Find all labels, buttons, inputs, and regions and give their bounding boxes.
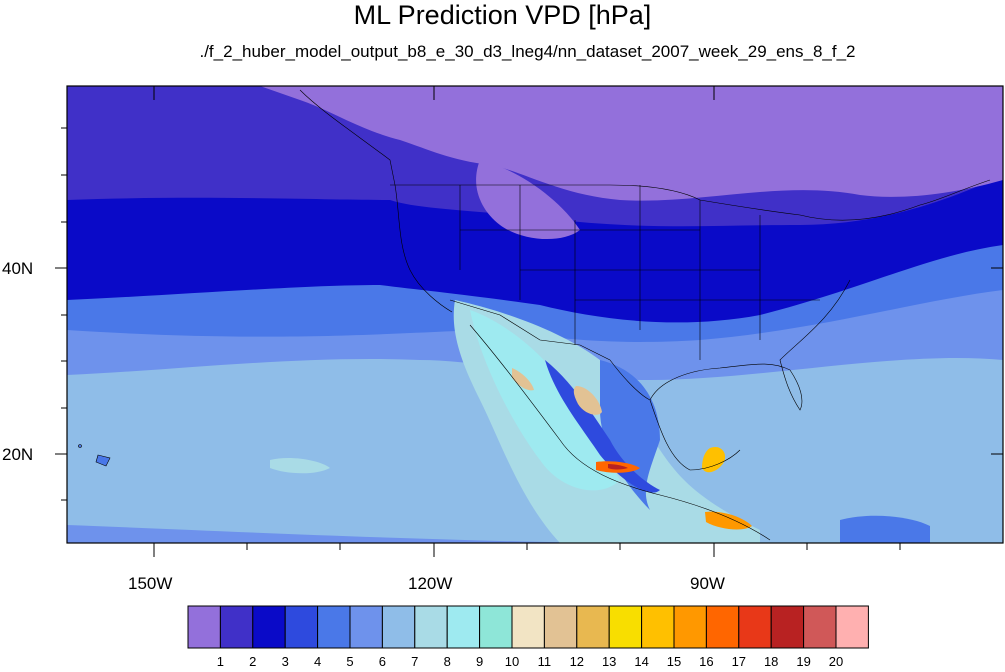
colorbar-label: 2 bbox=[249, 654, 257, 669]
boundaries bbox=[299, 89, 991, 541]
colorbar-box bbox=[543, 605, 578, 649]
vpd-region-gulf-coast bbox=[600, 360, 660, 510]
colorbar-label: 17 bbox=[731, 654, 747, 669]
x-tick-120w: 120W bbox=[408, 574, 453, 593]
tick-marks bbox=[55, 86, 1003, 557]
colorbar-box bbox=[381, 605, 416, 649]
colorbar-label: 14 bbox=[634, 654, 649, 669]
colorbar-label: 15 bbox=[666, 654, 682, 669]
vpd-region-baja bbox=[512, 368, 534, 391]
hawaii-islet bbox=[78, 444, 82, 448]
map-field bbox=[67, 86, 1003, 543]
colorbar-label: 18 bbox=[763, 654, 779, 669]
colorbar bbox=[187, 605, 869, 649]
colorbar-box bbox=[219, 605, 254, 649]
colorbar-label: 1 bbox=[216, 654, 224, 669]
colorbar-box bbox=[770, 605, 805, 649]
colorbar-label: 19 bbox=[796, 654, 811, 669]
colorbar-box bbox=[576, 605, 610, 649]
colorbar-label: 10 bbox=[504, 654, 520, 669]
colorbar-box bbox=[252, 605, 286, 649]
vpd-region-caribbean-blue bbox=[840, 515, 930, 543]
colorbar-box bbox=[835, 605, 869, 649]
vpd-region-central-mexico bbox=[573, 386, 602, 415]
colorbar-label: 12 bbox=[569, 654, 585, 669]
colorbar-label: 20 bbox=[828, 654, 844, 669]
state-lines bbox=[459, 185, 820, 360]
colorbar-label: 3 bbox=[281, 654, 289, 669]
vpd-region-north bbox=[260, 86, 1003, 201]
vpd-region-pacific-patch bbox=[270, 457, 330, 474]
us-mexico-border bbox=[449, 299, 651, 401]
mexico-gulf-coast bbox=[649, 399, 741, 471]
colorbar-box bbox=[349, 605, 383, 649]
colorbar-box bbox=[187, 605, 221, 649]
us-west-coast bbox=[394, 184, 453, 313]
colorbar-box bbox=[705, 605, 740, 649]
colorbar-box bbox=[803, 605, 837, 649]
colorbar-box bbox=[673, 605, 707, 649]
vpd-region-hotspot-west-core bbox=[608, 464, 628, 470]
colorbar-box bbox=[317, 605, 351, 649]
plot-title: ML Prediction VPD [hPa] bbox=[353, 0, 652, 30]
colorbar-label: 11 bbox=[537, 654, 552, 669]
y-tick-40n: 40N bbox=[2, 259, 34, 278]
vpd-region-south-edge bbox=[67, 525, 600, 543]
colorbar-box bbox=[284, 605, 319, 649]
y-tick-20n: 20N bbox=[2, 445, 34, 464]
colorbar-label: 6 bbox=[378, 654, 386, 669]
canada-coast bbox=[299, 89, 396, 186]
vpd-region-mexico-interior bbox=[470, 310, 620, 491]
colorbar-label: 7 bbox=[411, 654, 419, 669]
colorbar-label: 9 bbox=[475, 654, 484, 669]
mexico-coast bbox=[469, 324, 771, 541]
colorbar-label: 5 bbox=[346, 654, 354, 669]
vpd-region-plains bbox=[476, 160, 580, 240]
colorbar-box bbox=[414, 605, 448, 649]
vpd-region-yucatan-hotspot bbox=[702, 446, 726, 473]
colorbar-label: 13 bbox=[601, 654, 617, 669]
colorbar-box bbox=[511, 605, 545, 649]
plot-subtitle: ./f_2_huber_model_output_b8_e_30_d3_lneg… bbox=[199, 42, 856, 61]
colorbar-box bbox=[738, 605, 772, 649]
colorbar-label: 4 bbox=[313, 654, 322, 669]
hawaii-island bbox=[95, 454, 111, 467]
colorbar-box bbox=[446, 605, 481, 649]
hawaii bbox=[78, 444, 111, 467]
x-tick-90w: 90W bbox=[690, 574, 725, 593]
vpd-region-central-america-hotspot bbox=[705, 511, 752, 530]
vpd-region-sierra-madre bbox=[545, 360, 660, 493]
colorbar-box bbox=[608, 605, 643, 649]
colorbar-box bbox=[641, 605, 675, 649]
gulf-coast bbox=[649, 279, 851, 411]
colorbar-label: 16 bbox=[699, 654, 714, 669]
colorbar-label: 8 bbox=[443, 654, 451, 669]
colorbar-box bbox=[479, 605, 513, 649]
us-canada-border bbox=[390, 179, 991, 221]
x-tick-150w: 150W bbox=[128, 574, 173, 593]
